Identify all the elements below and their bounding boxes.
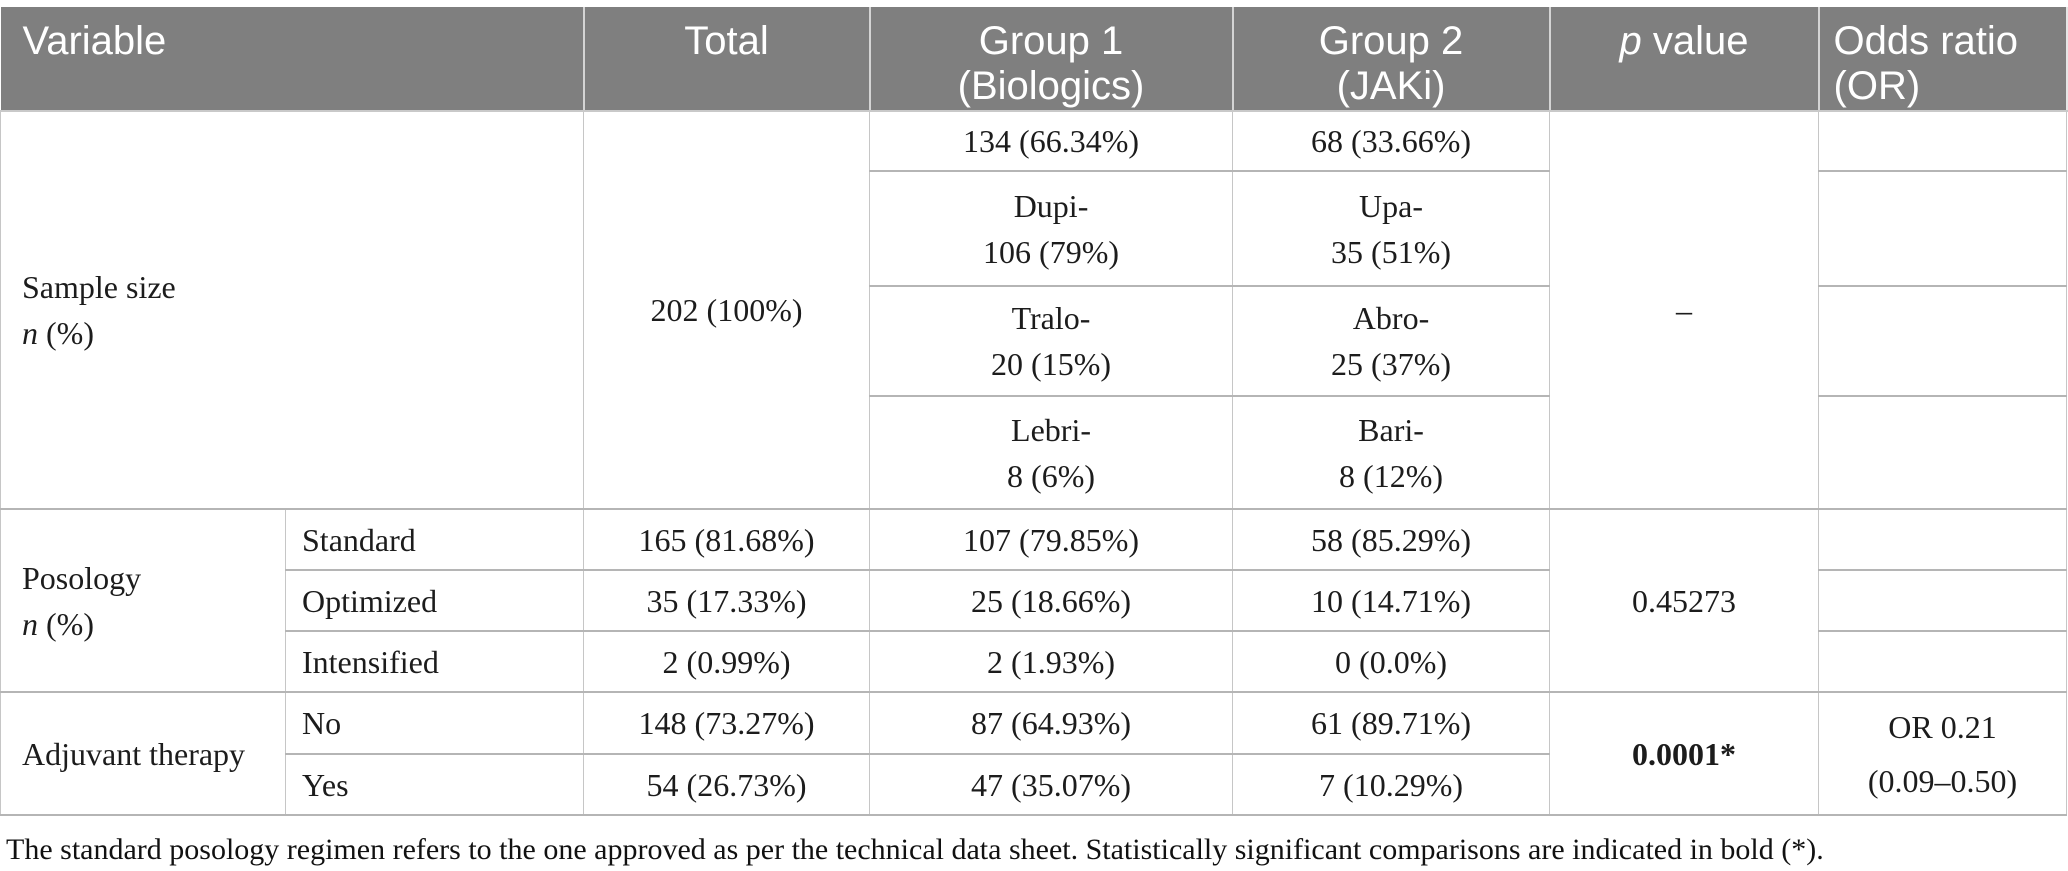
group2-value-cell: 58 (85.29%) <box>1232 509 1551 571</box>
group2-value-cell: 0 (0.0%) <box>1232 631 1551 693</box>
odds-ratio-empty-cell <box>1818 171 2068 287</box>
adjuvant-label-cell: Adjuvant therapy <box>0 692 286 816</box>
total-value-cell: 35 (17.33%) <box>583 570 871 632</box>
total-value-cell: 54 (26.73%) <box>583 754 871 816</box>
sample-size-total-cell: 202 (100%) <box>583 111 871 510</box>
category-cell: No <box>284 692 585 755</box>
odds-ratio-empty-cell <box>1818 286 2068 397</box>
odds-ratio-empty-cell <box>1818 570 2068 632</box>
odds-ratio-line1: Odds ratio <box>1833 19 2019 63</box>
group2-value-cell: 7 (10.29%) <box>1232 754 1551 816</box>
posology-row-standard: Posology n (%) Standard 165 (81.68%) 107… <box>0 509 2068 693</box>
group2-value-cell: 61 (89.71%) <box>1232 692 1551 755</box>
group1-value-cell: Lebri- 8 (6%) <box>869 396 1234 510</box>
total-value-cell: 165 (81.68%) <box>583 509 871 571</box>
group1-value-cell: 87 (64.93%) <box>869 692 1234 755</box>
group2-value-cell: Upa- 35 (51%) <box>1232 171 1551 287</box>
posology-p-value-cell: 0.45273 <box>1549 509 1820 693</box>
adjuvant-row-yes: Yes 54 (26.73%) 47 (35.07%) 7 (10.29%) <box>1 754 2067 816</box>
clinical-comparison-table: Variable Total Group 1 (Biologics) Group… <box>0 7 2068 816</box>
col-header-group2: Group 2 (JAKi) <box>1232 7 1551 112</box>
sample-size-label-line1: Sample size <box>22 269 176 305</box>
category-cell: Optimized <box>284 570 585 632</box>
adjuvant-row-no: Adjuvant therapy No 148 (73.27%) 87 (64.… <box>0 692 2068 816</box>
col-header-variable: Variable <box>0 7 585 112</box>
group2-value-cell: Abro- 25 (37%) <box>1232 286 1551 397</box>
odds-ratio-empty-cell <box>1818 631 2068 693</box>
odds-ratio-empty-cell <box>1818 396 2068 510</box>
odds-ratio-empty-cell <box>1818 111 2068 172</box>
group1-value-cell: Tralo- 20 (15%) <box>869 286 1234 397</box>
posology-row-optimized: Optimized 35 (17.33%) 25 (18.66%) 10 (14… <box>1 570 2068 632</box>
sample-size-label-line2: n (%) <box>22 315 94 351</box>
posology-label-line2: n (%) <box>22 605 94 642</box>
posology-row-intensified: Intensified 2 (0.99%) 2 (1.93%) 0 (0.0%) <box>1 631 2068 693</box>
col-header-p-value: p value <box>1549 7 1820 112</box>
total-value-cell: 148 (73.27%) <box>583 692 871 755</box>
sample-size-row-3: Tralo- 20 (15%) Abro- 25 (37%) <box>1 286 2068 397</box>
sample-size-row-4: Lebri- 8 (6%) Bari- 8 (12%) <box>1 396 2068 510</box>
posology-label-line1: Posology <box>22 559 142 596</box>
p-value-rest: value <box>1641 19 1749 63</box>
odds-ratio-value-line2: (0.09–0.50) <box>1867 762 2018 799</box>
group2-value-cell: 68 (33.66%) <box>1232 111 1551 172</box>
group1-value-cell: 134 (66.34%) <box>869 111 1234 172</box>
group1-value-cell: 107 (79.85%) <box>869 509 1234 571</box>
category-cell: Intensified <box>284 631 585 693</box>
posology-label-cell: Posology n (%) <box>0 509 286 693</box>
col-header-group1: Group 1 (Biologics) <box>869 7 1234 112</box>
table-footnote: The standard posology regimen refers to … <box>6 833 1824 866</box>
sample-size-p-value-cell: – <box>1549 111 1820 510</box>
group2-line1: Group 2 <box>1318 19 1464 63</box>
sample-size-label-cell: Sample size n (%) <box>0 111 585 510</box>
group2-line2: (JAKi) <box>1336 64 1446 108</box>
adjuvant-p-value-cell: 0.0001* <box>1549 692 1820 816</box>
group1-value-cell: Dupi- 106 (79%) <box>869 171 1234 287</box>
p-value-italic-p: p <box>1619 19 1642 63</box>
odds-ratio-cell: OR 0.21 (0.09–0.50) <box>1818 692 2068 816</box>
sample-size-row-1: Sample size n (%) 202 (100%) 134 (66.34%… <box>0 111 2068 510</box>
col-header-total: Total <box>583 7 871 112</box>
odds-ratio-line2: (OR) <box>1833 64 1921 108</box>
group1-line2: (Biologics) <box>957 64 1145 108</box>
col-header-odds-ratio: Odds ratio (OR) <box>1818 7 2068 112</box>
odds-ratio-empty-cell <box>1818 509 2068 571</box>
sample-size-row-2: Dupi- 106 (79%) Upa- 35 (51%) <box>1 171 2068 287</box>
group2-value-cell: Bari- 8 (12%) <box>1232 396 1551 510</box>
group1-value-cell: 47 (35.07%) <box>869 754 1234 816</box>
group1-line1: Group 1 <box>978 19 1124 63</box>
odds-ratio-value-line1: OR 0.21 <box>1888 708 1997 745</box>
category-cell: Standard <box>284 509 585 571</box>
group1-value-cell: 2 (1.93%) <box>869 631 1234 693</box>
header-row: Variable Total Group 1 (Biologics) Group… <box>0 7 2068 112</box>
category-cell: Yes <box>284 754 585 816</box>
group2-value-cell: 10 (14.71%) <box>1232 570 1551 632</box>
group1-value-cell: 25 (18.66%) <box>869 570 1234 632</box>
total-value-cell: 2 (0.99%) <box>583 631 871 693</box>
